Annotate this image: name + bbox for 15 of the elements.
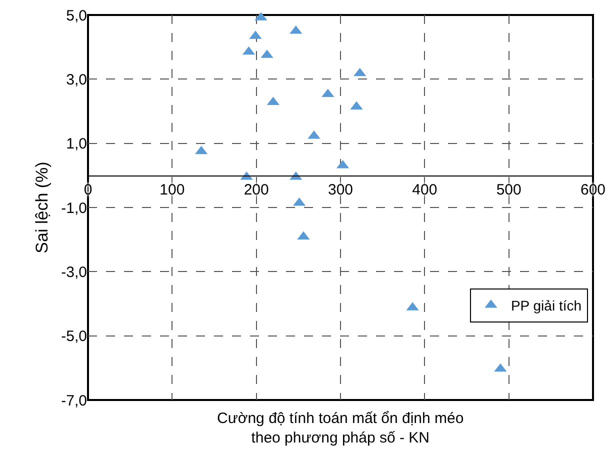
- y-tick-label: -3,0: [61, 264, 87, 281]
- y-tick-label: 3,0: [66, 71, 87, 88]
- y-tick-label: -1,0: [61, 200, 87, 217]
- x-tick-label: 400: [412, 181, 438, 198]
- y-tick-label: -7,0: [61, 392, 87, 410]
- x-tick-label: 200: [244, 181, 269, 198]
- x-tick-label: 500: [496, 181, 522, 198]
- y-tick-label: 5,0: [66, 7, 87, 24]
- x-tick-label: 100: [160, 181, 185, 198]
- y-tick-label: 1,0: [66, 136, 87, 153]
- y-tick-label: -5,0: [61, 328, 87, 346]
- x-tick-label: 300: [328, 181, 354, 198]
- y-axis-title: Sai lệch (%): [32, 162, 52, 254]
- x-axis-title: Cường độ tính toán mất ổn định méo theo phương pháp số - KN: [217, 410, 464, 446]
- legend-label: PP giải tích: [510, 297, 582, 314]
